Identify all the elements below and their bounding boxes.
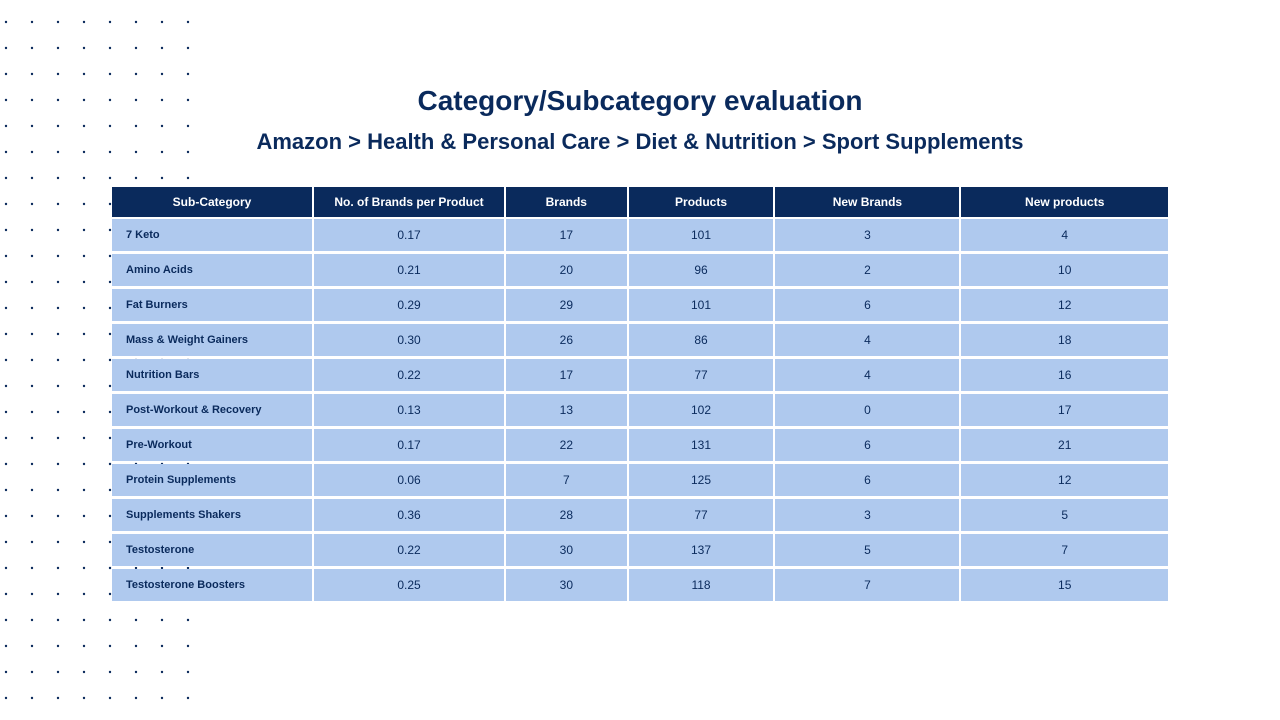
value-cell: 12 [961, 464, 1168, 497]
value-cell: 86 [629, 324, 774, 357]
value-cell: 125 [629, 464, 774, 497]
value-cell: 20 [506, 254, 627, 287]
value-cell: 22 [506, 429, 627, 462]
value-cell: 28 [506, 499, 627, 532]
value-cell: 5 [775, 534, 959, 567]
value-cell: 101 [629, 219, 774, 252]
value-cell: 0.25 [314, 569, 504, 602]
subcategory-cell: Nutrition Bars [112, 359, 312, 392]
value-cell: 6 [775, 289, 959, 322]
table-row: Mass & Weight Gainers0.302686418 [112, 324, 1168, 357]
value-cell: 96 [629, 254, 774, 287]
value-cell: 0.36 [314, 499, 504, 532]
value-cell: 0.21 [314, 254, 504, 287]
subcategory-cell: 7 Keto [112, 219, 312, 252]
subcategory-cell: Testosterone Boosters [112, 569, 312, 602]
column-header: New products [961, 187, 1168, 217]
value-cell: 7 [506, 464, 627, 497]
subcategory-cell: Protein Supplements [112, 464, 312, 497]
column-header: New Brands [775, 187, 959, 217]
subcategory-cell: Post-Workout & Recovery [112, 394, 312, 427]
value-cell: 30 [506, 534, 627, 567]
value-cell: 0.13 [314, 394, 504, 427]
value-cell: 17 [506, 359, 627, 392]
table-row: Protein Supplements0.067125612 [112, 464, 1168, 497]
table-row: Testosterone Boosters0.2530118715 [112, 569, 1168, 602]
subcategory-cell: Mass & Weight Gainers [112, 324, 312, 357]
value-cell: 3 [775, 219, 959, 252]
table-row: Nutrition Bars0.221777416 [112, 359, 1168, 392]
value-cell: 0.06 [314, 464, 504, 497]
value-cell: 0.17 [314, 219, 504, 252]
value-cell: 30 [506, 569, 627, 602]
value-cell: 4 [775, 359, 959, 392]
table-row: Pre-Workout0.1722131621 [112, 429, 1168, 462]
value-cell: 4 [961, 219, 1168, 252]
value-cell: 0.22 [314, 534, 504, 567]
value-cell: 16 [961, 359, 1168, 392]
value-cell: 29 [506, 289, 627, 322]
value-cell: 102 [629, 394, 774, 427]
value-cell: 101 [629, 289, 774, 322]
column-header: Sub-Category [112, 187, 312, 217]
main-content: Category/Subcategory evaluation Amazon >… [0, 0, 1280, 604]
value-cell: 17 [961, 394, 1168, 427]
value-cell: 13 [506, 394, 627, 427]
value-cell: 2 [775, 254, 959, 287]
table-row: Supplements Shakers0.36287735 [112, 499, 1168, 532]
value-cell: 0.17 [314, 429, 504, 462]
table-row: 7 Keto0.171710134 [112, 219, 1168, 252]
subcategory-cell: Pre-Workout [112, 429, 312, 462]
table-row: Amino Acids0.212096210 [112, 254, 1168, 287]
value-cell: 0 [775, 394, 959, 427]
value-cell: 5 [961, 499, 1168, 532]
value-cell: 12 [961, 289, 1168, 322]
table-row: Testosterone0.223013757 [112, 534, 1168, 567]
value-cell: 10 [961, 254, 1168, 287]
table-header: Sub-CategoryNo. of Brands per ProductBra… [112, 187, 1168, 217]
value-cell: 6 [775, 429, 959, 462]
value-cell: 7 [775, 569, 959, 602]
table-row: Post-Workout & Recovery0.1313102017 [112, 394, 1168, 427]
subcategory-cell: Fat Burners [112, 289, 312, 322]
value-cell: 77 [629, 359, 774, 392]
value-cell: 77 [629, 499, 774, 532]
subcategory-cell: Amino Acids [112, 254, 312, 287]
column-header: Brands [506, 187, 627, 217]
column-header: Products [629, 187, 774, 217]
value-cell: 0.30 [314, 324, 504, 357]
evaluation-table: Sub-CategoryNo. of Brands per ProductBra… [110, 185, 1170, 604]
value-cell: 26 [506, 324, 627, 357]
value-cell: 17 [506, 219, 627, 252]
value-cell: 137 [629, 534, 774, 567]
breadcrumb: Amazon > Health & Personal Care > Diet &… [0, 129, 1280, 155]
column-header: No. of Brands per Product [314, 187, 504, 217]
value-cell: 3 [775, 499, 959, 532]
subcategory-cell: Supplements Shakers [112, 499, 312, 532]
value-cell: 131 [629, 429, 774, 462]
value-cell: 15 [961, 569, 1168, 602]
value-cell: 4 [775, 324, 959, 357]
subcategory-cell: Testosterone [112, 534, 312, 567]
value-cell: 118 [629, 569, 774, 602]
value-cell: 7 [961, 534, 1168, 567]
page-title: Category/Subcategory evaluation [0, 85, 1280, 117]
table-container: Sub-CategoryNo. of Brands per ProductBra… [110, 185, 1170, 604]
value-cell: 0.29 [314, 289, 504, 322]
value-cell: 18 [961, 324, 1168, 357]
value-cell: 6 [775, 464, 959, 497]
value-cell: 0.22 [314, 359, 504, 392]
value-cell: 21 [961, 429, 1168, 462]
table-row: Fat Burners0.2929101612 [112, 289, 1168, 322]
table-body: 7 Keto0.171710134Amino Acids0.212096210F… [112, 219, 1168, 602]
